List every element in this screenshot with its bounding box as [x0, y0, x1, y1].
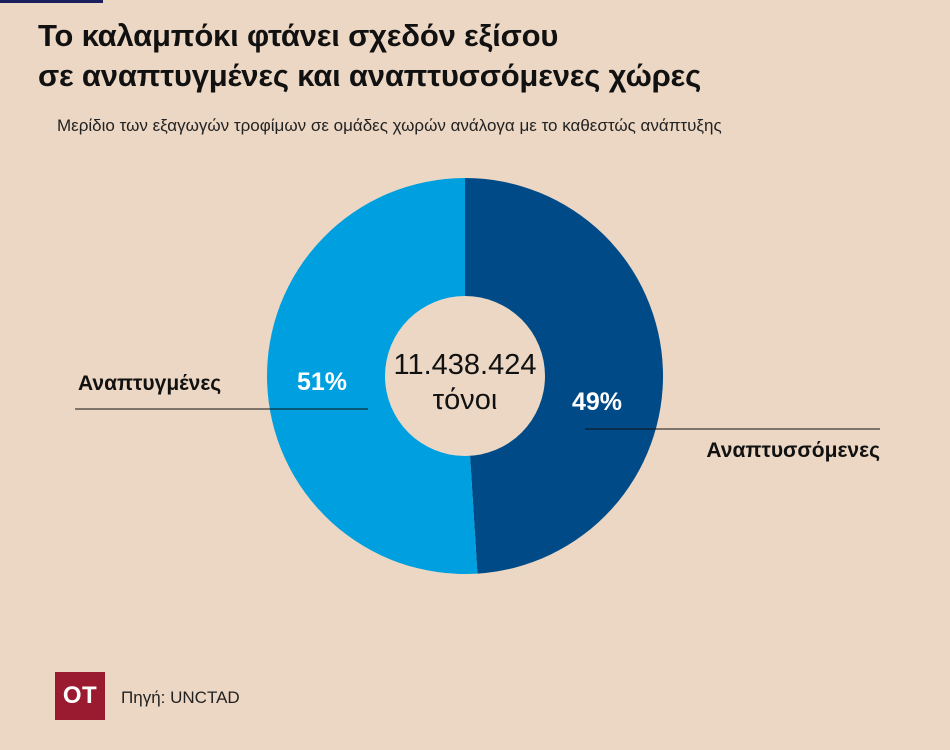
chart-title: Το καλαμπόκι φτάνει σχεδόν εξίσου σε ανα…	[38, 16, 918, 96]
center-total-unit: τόνοι	[433, 384, 498, 416]
top-accent-rule	[0, 0, 103, 3]
chart-subtitle: Μερίδιο των εξαγωγών τροφίμων σε ομάδες …	[57, 116, 722, 135]
slice-label-developing-pct: 49%	[572, 388, 622, 416]
source-note: Πηγή: UNCTAD	[121, 688, 240, 707]
chart-title-line-2: σε αναπτυγμένες και αναπτυσσόμενες χώρες	[38, 58, 701, 93]
donut-slices	[267, 178, 664, 574]
chart-title-line-1: Το καλαμπόκι φτάνει σχεδόν εξίσου	[38, 18, 559, 53]
category-label-developed: Αναπτυγμένες	[78, 372, 221, 395]
publisher-logo: OT	[55, 672, 105, 720]
donut-hole	[385, 296, 545, 456]
donut-slice-0	[465, 178, 664, 574]
donut-slice-1	[267, 178, 478, 574]
category-label-developing: Αναπτυσσόμενες	[706, 439, 880, 462]
slice-label-developed-pct: 51%	[297, 368, 347, 396]
center-total-value: 11.438.424	[394, 349, 537, 381]
